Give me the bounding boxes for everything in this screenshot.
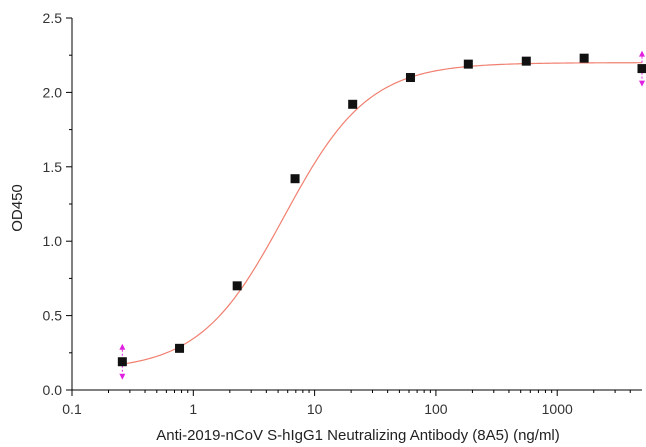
error-bar-up-marker [119, 343, 126, 350]
y-tick-label: 0.5 [43, 308, 63, 324]
data-point-layer [117, 53, 646, 367]
data-point [175, 343, 185, 353]
y-axis-title: OD450 [9, 184, 26, 232]
data-point [463, 59, 473, 69]
y-tick-label: 1.0 [43, 233, 63, 249]
y-tick-label: 1.5 [43, 159, 63, 175]
data-point [637, 64, 646, 74]
data-point [232, 281, 242, 291]
x-axis-title: Anti-2019-nCoV S-hIgG1 Neutralizing Anti… [156, 427, 560, 444]
error-marker-layer [119, 50, 645, 380]
x-axis: 0.1 1 10 100 1000 [62, 389, 642, 417]
data-point [290, 174, 300, 184]
x-tick-label: 1 [189, 401, 197, 417]
fit-curve [122, 62, 643, 365]
x-tick-label: 0.1 [62, 401, 82, 417]
data-point [405, 73, 415, 83]
error-bar-up-marker [639, 50, 645, 57]
x-tick-label: 100 [424, 401, 448, 417]
y-axis: 0.0 0.5 1.0 1.5 2.0 2.5 [43, 10, 73, 398]
y-tick-label: 2.5 [43, 10, 63, 26]
x-tick-label: 10 [307, 401, 323, 417]
error-bar-down-marker [119, 373, 126, 380]
data-point [117, 357, 127, 367]
fit-curve-layer [122, 62, 643, 365]
y-tick-label: 2.0 [43, 84, 63, 100]
x-tick-label: 1000 [542, 401, 573, 417]
y-tick-label: 0.0 [43, 382, 63, 398]
error-bar-down-marker [639, 80, 645, 87]
data-point [579, 53, 589, 63]
data-point [348, 99, 358, 109]
data-point [521, 56, 531, 66]
